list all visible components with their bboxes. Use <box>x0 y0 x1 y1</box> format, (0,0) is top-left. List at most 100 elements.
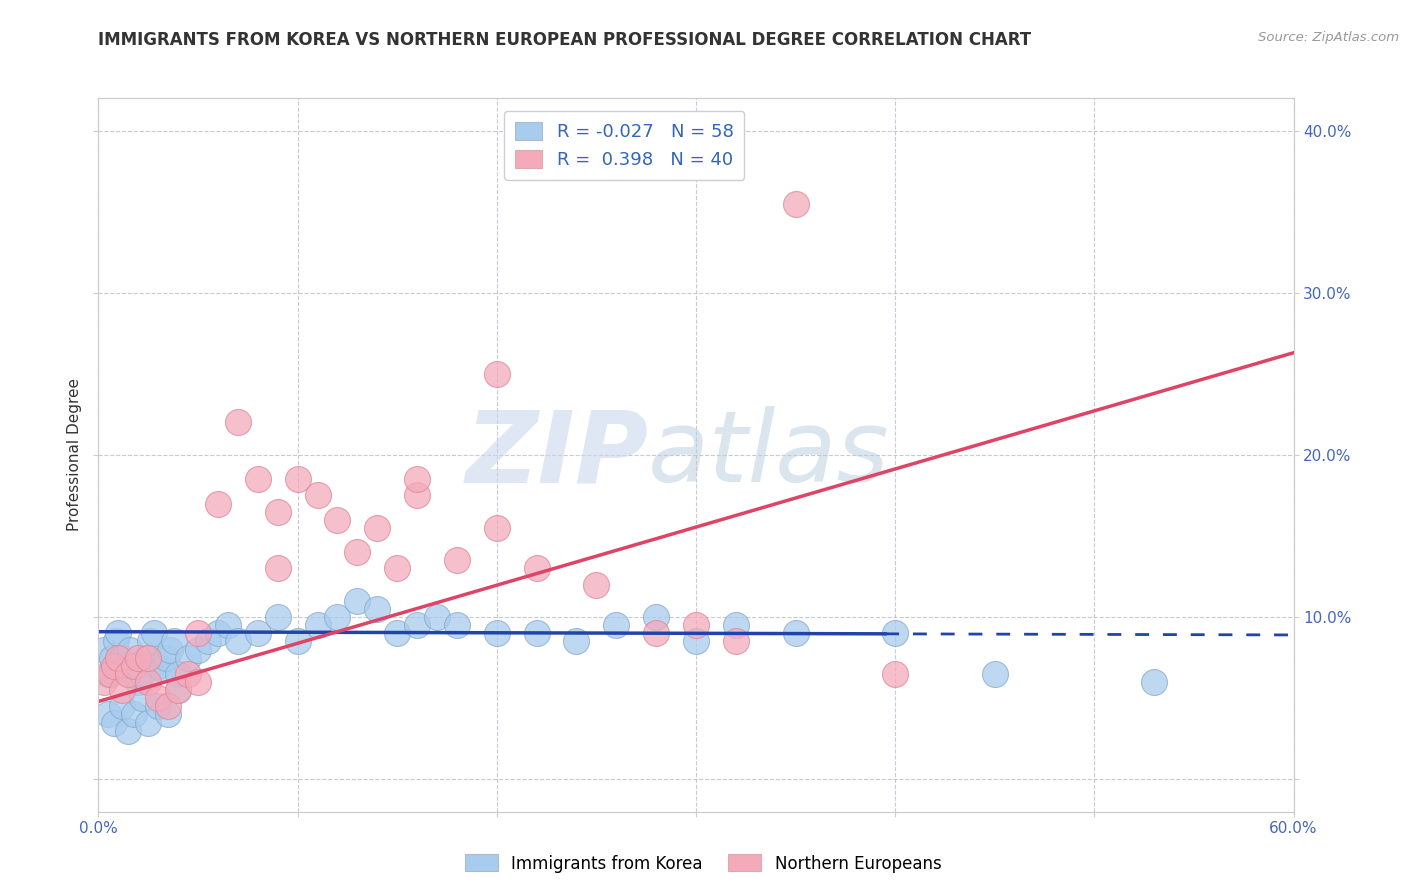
Point <box>177 666 200 681</box>
Point <box>135 650 157 665</box>
Point <box>207 626 229 640</box>
Point <box>120 642 142 657</box>
Point <box>226 634 249 648</box>
Point <box>287 472 309 486</box>
Point <box>406 618 429 632</box>
Point <box>127 650 149 665</box>
Point <box>187 675 209 690</box>
Point <box>526 626 548 640</box>
Point <box>97 666 120 681</box>
Point <box>246 626 269 640</box>
Point <box>107 650 129 665</box>
Point <box>645 626 668 640</box>
Point <box>785 196 807 211</box>
Text: ZIP: ZIP <box>465 407 648 503</box>
Point <box>107 626 129 640</box>
Point <box>136 675 159 690</box>
Point <box>307 488 329 502</box>
Point <box>155 650 177 665</box>
Text: atlas: atlas <box>648 407 890 503</box>
Text: IMMIGRANTS FROM KOREA VS NORTHERN EUROPEAN PROFESSIONAL DEGREE CORRELATION CHART: IMMIGRANTS FROM KOREA VS NORTHERN EUROPE… <box>98 31 1032 49</box>
Point <box>485 521 508 535</box>
Point <box>884 626 907 640</box>
Point <box>157 699 180 714</box>
Point <box>117 723 139 738</box>
Point <box>446 553 468 567</box>
Point <box>385 561 409 575</box>
Legend: R = -0.027   N = 58, R =  0.398   N = 40: R = -0.027 N = 58, R = 0.398 N = 40 <box>505 111 744 180</box>
Point <box>143 626 166 640</box>
Point <box>97 707 120 722</box>
Point <box>187 642 209 657</box>
Point <box>426 610 449 624</box>
Point <box>385 626 409 640</box>
Point <box>105 634 128 648</box>
Point <box>724 634 747 648</box>
Point <box>177 650 200 665</box>
Point <box>287 634 309 648</box>
Point <box>585 577 607 591</box>
Point <box>148 699 170 714</box>
Point <box>197 634 219 648</box>
Point <box>124 658 146 673</box>
Point <box>446 618 468 632</box>
Point <box>267 505 290 519</box>
Point <box>526 561 548 575</box>
Point <box>159 642 181 657</box>
Point <box>217 618 239 632</box>
Point <box>124 658 146 673</box>
Point <box>111 699 134 714</box>
Point <box>406 472 429 486</box>
Point <box>207 497 229 511</box>
Point <box>485 367 508 381</box>
Point <box>785 626 807 640</box>
Point <box>366 602 388 616</box>
Point <box>346 545 368 559</box>
Point <box>565 634 588 648</box>
Point <box>136 650 159 665</box>
Point <box>167 666 190 681</box>
Point <box>148 658 170 673</box>
Point <box>267 610 290 624</box>
Point <box>366 521 388 535</box>
Point <box>187 626 209 640</box>
Point <box>267 561 290 575</box>
Point <box>103 715 125 730</box>
Point <box>163 634 186 648</box>
Point <box>346 594 368 608</box>
Point <box>150 662 173 676</box>
Point <box>984 666 1007 681</box>
Point <box>124 707 146 722</box>
Point <box>103 658 125 673</box>
Y-axis label: Professional Degree: Professional Degree <box>67 378 83 532</box>
Legend: Immigrants from Korea, Northern Europeans: Immigrants from Korea, Northern European… <box>458 847 948 880</box>
Point <box>131 691 153 706</box>
Point <box>111 683 134 698</box>
Point <box>127 675 149 690</box>
Point <box>685 618 707 632</box>
Text: Source: ZipAtlas.com: Source: ZipAtlas.com <box>1258 31 1399 45</box>
Point <box>100 666 122 681</box>
Point <box>101 650 124 665</box>
Point <box>246 472 269 486</box>
Point <box>485 626 508 640</box>
Point <box>139 634 162 648</box>
Point <box>115 662 138 676</box>
Point <box>93 642 115 657</box>
Point <box>645 610 668 624</box>
Point <box>117 666 139 681</box>
Point <box>131 666 153 681</box>
Point <box>307 618 329 632</box>
Point <box>167 683 190 698</box>
Point <box>93 675 115 690</box>
Point <box>724 618 747 632</box>
Point <box>136 715 159 730</box>
Point <box>326 513 349 527</box>
Point <box>326 610 349 624</box>
Point <box>148 691 170 706</box>
Point <box>605 618 627 632</box>
Point <box>685 634 707 648</box>
Point <box>406 488 429 502</box>
Point <box>157 707 180 722</box>
Point <box>884 666 907 681</box>
